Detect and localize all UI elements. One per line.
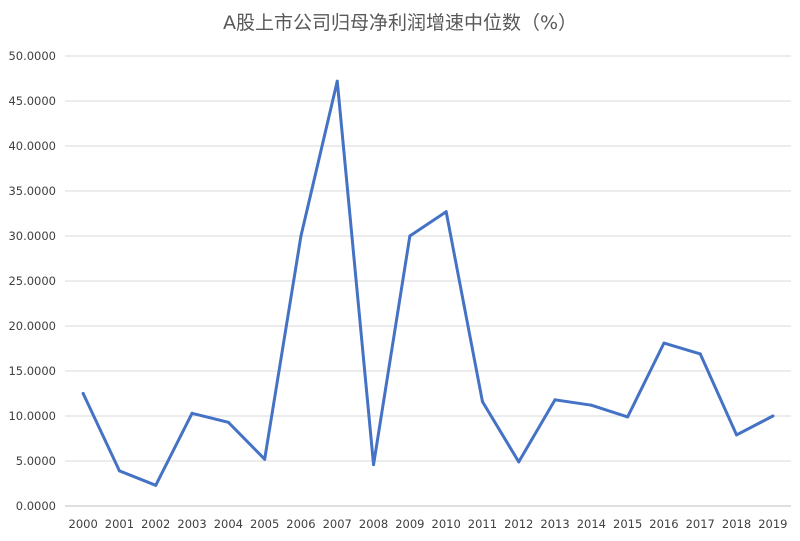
x-tick-label: 2015 [613, 517, 642, 531]
x-tick-label: 2001 [105, 517, 134, 531]
series-line [81, 79, 775, 487]
x-tick-label: 2012 [504, 517, 533, 531]
data-point [372, 463, 376, 467]
data-point [190, 411, 194, 415]
y-tick-label: 45.0000 [8, 94, 56, 108]
y-tick-label: 40.0000 [8, 139, 56, 153]
data-point [408, 234, 412, 238]
x-tick-label: 2019 [758, 517, 787, 531]
x-tick-label: 2000 [69, 517, 98, 531]
data-point [154, 483, 158, 487]
x-tick-label: 2004 [214, 517, 243, 531]
x-tick-label: 2005 [250, 517, 279, 531]
data-point [81, 392, 85, 395]
x-tick-label: 2013 [540, 517, 569, 531]
x-tick-label: 2003 [177, 517, 206, 531]
x-tick-label: 2002 [141, 517, 170, 531]
data-point [771, 414, 775, 418]
y-tick-label: 30.0000 [8, 229, 56, 243]
y-tick-label: 25.0000 [8, 274, 56, 288]
data-point [444, 210, 448, 214]
data-point [589, 403, 593, 407]
data-point [117, 469, 121, 473]
data-point [662, 341, 666, 345]
y-tick-label: 35.0000 [8, 184, 56, 198]
data-point [226, 420, 230, 424]
x-tick-label: 2007 [323, 517, 352, 531]
y-axis-ticks: 0.0000 5.0000 10.0000 15.0000 20.0000 25.0000… [8, 49, 56, 513]
data-point [299, 234, 303, 238]
x-tick-label: 2018 [722, 517, 751, 531]
x-tick-label: 2006 [286, 517, 315, 531]
x-tick-label: 2017 [686, 517, 715, 531]
data-point [480, 400, 484, 404]
x-tick-label: 2008 [359, 517, 388, 531]
data-point [335, 79, 339, 83]
y-tick-label: 5.0000 [16, 454, 56, 468]
x-tick-label: 2009 [395, 517, 424, 531]
data-point [698, 352, 702, 356]
data-point [263, 457, 267, 461]
y-tick-label: 20.0000 [8, 319, 56, 333]
data-point [735, 433, 739, 437]
series-layer [81, 79, 775, 487]
x-tick-label: 2011 [468, 517, 497, 531]
gridlines [65, 55, 791, 507]
x-tick-label: 2016 [649, 517, 678, 531]
y-tick-label: 15.0000 [8, 364, 56, 378]
x-axis-ticks: 2000 2001 2002 2003 2004 2005 2006 2007 2008 2009… [69, 517, 788, 531]
y-tick-label: 50.0000 [8, 49, 56, 63]
y-tick-label: 0.0000 [16, 499, 56, 513]
data-point [553, 398, 557, 402]
data-point [626, 415, 630, 419]
y-tick-label: 10.0000 [8, 409, 56, 423]
x-tick-label: 2014 [577, 517, 606, 531]
data-point [517, 460, 521, 464]
chart-title: A股上市公司归母净利润增速中位数（%） [223, 12, 577, 34]
x-tick-label: 2010 [432, 517, 461, 531]
